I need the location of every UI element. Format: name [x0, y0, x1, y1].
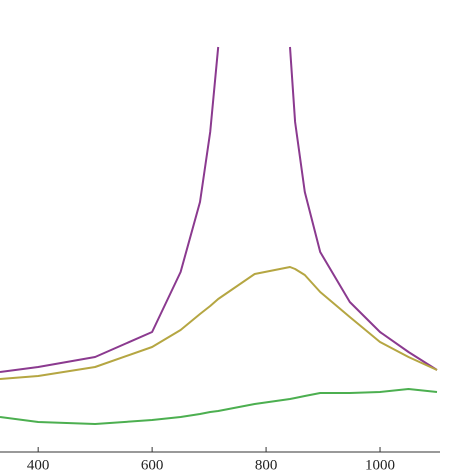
x-tick-label: 1000	[365, 457, 395, 473]
series-line	[0, 388, 438, 425]
series-line	[0, 46, 438, 373]
x-tick-label: 400	[27, 457, 50, 473]
x-tick-label: 800	[255, 457, 278, 473]
x-tick-label: 600	[141, 457, 164, 473]
series-line	[0, 266, 438, 380]
